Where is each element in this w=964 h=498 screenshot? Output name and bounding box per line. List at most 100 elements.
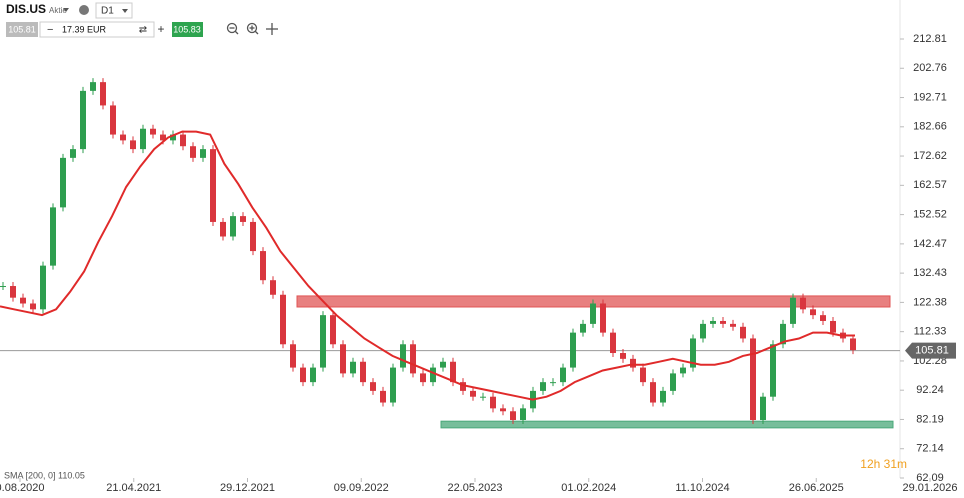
candle: [680, 367, 686, 374]
ask-box[interactable]: [172, 22, 203, 37]
candle: [810, 309, 816, 316]
timeframe[interactable]: D1: [101, 6, 114, 17]
candle: [410, 344, 416, 374]
y-tick-label: 92.24: [916, 384, 944, 396]
candle: [740, 326, 746, 339]
candle: [260, 251, 266, 281]
swap-icon[interactable]: ⇄: [139, 25, 147, 36]
minus[interactable]: −: [47, 24, 53, 36]
candle: [10, 286, 16, 298]
candle: [60, 157, 66, 208]
candle: [340, 344, 346, 374]
y-tick-label: 62.09: [916, 472, 944, 484]
candle: [160, 134, 166, 141]
candle: [650, 382, 656, 403]
candle: [420, 373, 426, 383]
candle: [90, 82, 96, 91]
candle: [800, 297, 806, 310]
candle: [580, 323, 586, 333]
y-tick-label: 202.76: [913, 62, 947, 74]
candle: [430, 367, 436, 383]
candle: [380, 390, 386, 403]
candle: [330, 315, 336, 345]
volume[interactable]: 17.39 EUR: [62, 24, 107, 34]
candle: [350, 361, 356, 374]
candle: [770, 344, 776, 397]
info-icon[interactable]: [79, 5, 89, 15]
candle: [110, 105, 116, 135]
bid[interactable]: 105.81: [8, 24, 36, 34]
candle: [560, 367, 566, 383]
x-tick-label: 21.04.2021: [106, 482, 161, 494]
candle: [120, 134, 126, 141]
candle: [280, 294, 286, 345]
candle: [780, 323, 786, 345]
candle: [540, 382, 546, 391]
candle: [180, 134, 186, 147]
candle: [320, 315, 326, 368]
volume-input[interactable]: [39, 21, 155, 38]
candle: [830, 320, 836, 333]
candle: [100, 82, 106, 106]
y-tick-label: 122.38: [913, 296, 947, 308]
candle: [820, 315, 826, 321]
asset-type: Aktie: [49, 6, 67, 15]
zoom-out-handle: [234, 30, 239, 35]
candle: [550, 382, 556, 384]
symbol[interactable]: DIS.US: [6, 2, 46, 16]
x-tick-label: 22.05.2023: [447, 482, 502, 494]
candle: [50, 207, 56, 266]
candle: [250, 221, 256, 252]
y-tick-label: 132.43: [913, 267, 947, 279]
countdown: 12h 31m: [860, 457, 907, 471]
candle: [300, 367, 306, 383]
y-tick-label: 152.52: [913, 209, 947, 221]
y-tick-label: 182.66: [913, 121, 947, 133]
candle: [170, 134, 176, 141]
candle: [310, 367, 316, 383]
candle: [140, 128, 146, 150]
x-tick-label: 29.01.2026: [902, 482, 957, 494]
plus[interactable]: +: [157, 22, 164, 36]
y-tick-label: 112.33: [914, 326, 947, 338]
bid-box[interactable]: [6, 22, 38, 37]
price-zone: [440, 420, 894, 429]
candle: [150, 128, 156, 135]
candle: [790, 297, 796, 324]
x-tick-label: 01.02.2024: [561, 482, 616, 494]
timeframe-select[interactable]: [95, 2, 133, 19]
indicator-label[interactable]: SMA [200, 0] 110.05: [4, 470, 85, 480]
candle: [720, 320, 726, 324]
y-tick-label: 142.47: [913, 238, 947, 250]
candle: [640, 367, 646, 383]
candle: [80, 90, 86, 150]
candle: [630, 358, 636, 368]
last-price-label: 105.81: [915, 345, 949, 357]
y-tick-label: 162.57: [913, 179, 947, 191]
candle: [0, 286, 6, 288]
candle: [450, 361, 456, 383]
x-tick-label: 26.06.2025: [789, 482, 844, 494]
candle: [440, 361, 446, 368]
candle: [590, 303, 596, 324]
candle: [730, 323, 736, 327]
candle: [360, 361, 366, 383]
candle: [200, 149, 206, 158]
zoom-out[interactable]: [226, 22, 238, 34]
candle: [220, 221, 226, 237]
candle: [620, 353, 626, 359]
zoom-in[interactable]: [246, 22, 258, 34]
candle: [670, 373, 676, 391]
candle: [400, 344, 406, 368]
candle: [240, 216, 246, 222]
x-tick-label: 11.10.2024: [675, 482, 729, 494]
candle: [500, 408, 506, 412]
candle: [130, 140, 136, 150]
ask[interactable]: 105.83: [173, 24, 201, 34]
candle: [30, 303, 36, 310]
candle: [470, 390, 476, 397]
y-tick-label: 192.71: [913, 91, 947, 103]
dropdown-arrow[interactable]: [63, 8, 69, 12]
